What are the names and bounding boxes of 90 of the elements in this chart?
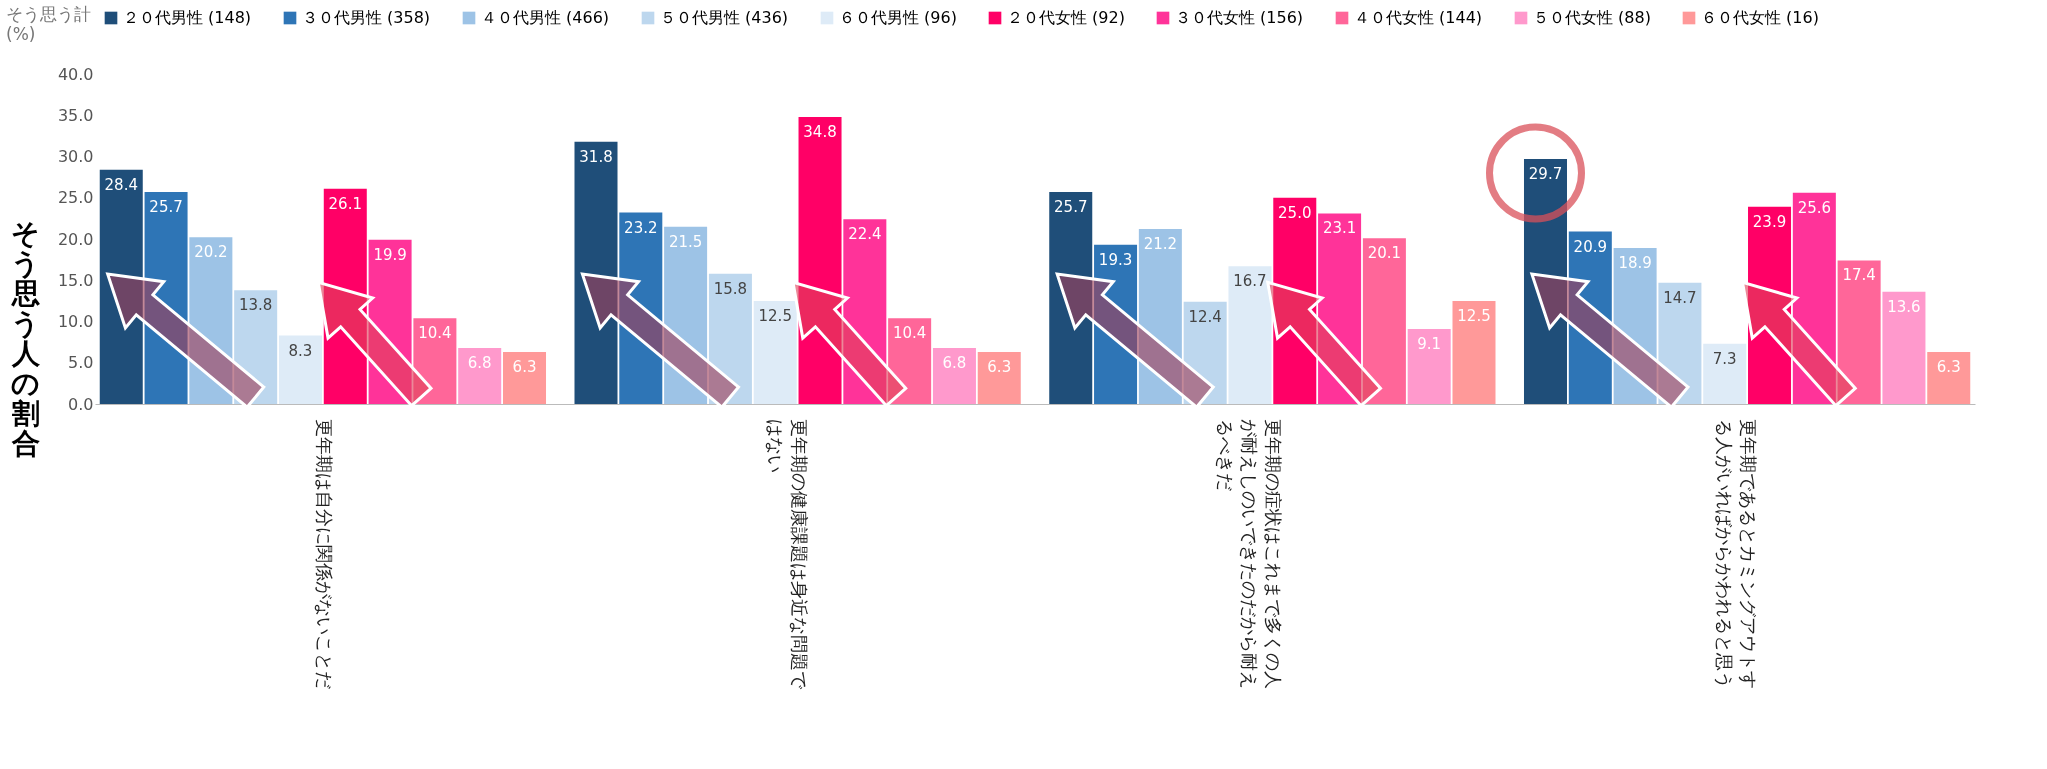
data-label: 6.3 (1936, 358, 1961, 377)
bar (1568, 231, 1612, 404)
x-tick-label: 更年期の健康課題は身近な問題ではない (764, 418, 810, 690)
data-label: 9.1 (1417, 334, 1442, 353)
data-label: 25.7 (1054, 197, 1088, 216)
data-label: 16.7 (1233, 272, 1267, 291)
bar (1049, 191, 1093, 404)
y-tick-label: 20.0 (57, 229, 94, 249)
y-tick-label: 25.0 (57, 188, 94, 208)
data-label: 13.8 (238, 296, 273, 315)
bar (932, 347, 976, 404)
y-tick-label: 40.0 (57, 64, 94, 84)
data-label: 25.7 (149, 197, 183, 216)
bar (619, 212, 663, 404)
y-tick-label: 30.0 (57, 147, 94, 166)
bar (1613, 248, 1657, 404)
y-tick-label: 0.0 (68, 394, 94, 414)
bar (234, 290, 278, 404)
data-label: 18.9 (1618, 254, 1652, 273)
data-label: 19.3 (1098, 250, 1133, 269)
data-label: 13.6 (1887, 297, 1921, 316)
bar (503, 352, 547, 404)
legend-label: ２０代男性 (148) (123, 8, 252, 27)
data-label: 8.3 (288, 341, 313, 360)
bar (1882, 291, 1926, 404)
legend-label: ５０代女性 (88) (1533, 8, 1651, 27)
legend-label: ３０代女性 (156) (1175, 8, 1304, 27)
bar (99, 169, 143, 404)
data-label: 19.9 (373, 245, 407, 264)
data-label: 10.4 (418, 324, 452, 343)
data-label: 17.4 (1842, 266, 1876, 285)
bar (458, 347, 502, 404)
data-label: 23.1 (1322, 219, 1357, 238)
data-label: 6.8 (942, 353, 967, 372)
data-label: 29.7 (1528, 164, 1563, 183)
y-tick-label: 35.0 (57, 105, 94, 125)
data-label: 10.4 (892, 324, 927, 343)
data-label: 7.3 (1712, 349, 1737, 368)
y-tick-label: 10.0 (57, 312, 94, 331)
legend-label: ３０代男性 (358) (302, 8, 431, 27)
data-label: 25.0 (1278, 203, 1312, 222)
data-label: 23.2 (624, 218, 658, 237)
bar (189, 237, 233, 404)
bar (278, 335, 322, 404)
legend-label: ４０代女性 (144) (1354, 8, 1483, 27)
data-label: 26.1 (328, 194, 362, 213)
data-label: 20.9 (1573, 237, 1608, 256)
y-tick-label: 15.0 (57, 270, 94, 290)
data-label: 20.1 (1367, 244, 1402, 263)
bar (1452, 300, 1496, 404)
data-label: 12.4 (1188, 307, 1222, 326)
bar (1927, 352, 1971, 404)
data-label: 6.3 (512, 358, 537, 377)
data-label: 22.4 (848, 225, 882, 244)
data-label: 6.3 (987, 358, 1012, 377)
legend-label: ６０代男性 (96) (839, 8, 957, 27)
data-label: 34.8 (803, 122, 837, 141)
legend-label: ２０代女性 (92) (1007, 8, 1125, 27)
legend-label: ６０代女性 (16) (1701, 8, 1819, 27)
data-label: 15.8 (713, 279, 748, 298)
legend-label: ５０代男性 (436) (660, 8, 789, 27)
data-label: 21.2 (1143, 235, 1178, 254)
data-label: 20.2 (194, 243, 228, 262)
data-label: 21.5 (668, 232, 703, 251)
legend-label: ４０代男性 (466) (481, 8, 610, 27)
data-label: 28.4 (104, 175, 138, 194)
bar (1138, 229, 1182, 404)
bar (144, 191, 188, 404)
data-label: 6.8 (467, 353, 492, 372)
bar (1183, 301, 1227, 404)
data-label: 12.5 (1457, 306, 1491, 325)
data-label: 31.8 (579, 147, 613, 166)
x-tick-label: 更年期は自分に関係がないことだ (313, 418, 335, 689)
data-label: 23.9 (1752, 212, 1787, 231)
x-tick-label: 更年期の症状はこれまで多くの人が耐えしのいできたのだから耐えるべきだ (1215, 418, 1285, 689)
bar (664, 226, 708, 404)
data-label: 12.5 (758, 306, 792, 325)
bar (1658, 282, 1702, 404)
x-tick-label: 更年期であるとカミングアウトする人がいればからかわれると思う (1714, 418, 1760, 689)
bar (977, 352, 1021, 404)
bar (708, 273, 752, 404)
data-label: 25.6 (1797, 198, 1832, 217)
data-label: 14.7 (1663, 288, 1697, 307)
y-tick-label: 5.0 (68, 353, 94, 373)
y-axis-title: そう思う人の割合 (10, 216, 41, 460)
bar (1703, 343, 1747, 404)
bar (1094, 244, 1138, 404)
bar (574, 141, 618, 404)
bar (1407, 328, 1451, 404)
text: そう思う計 (%) (6, 4, 91, 44)
